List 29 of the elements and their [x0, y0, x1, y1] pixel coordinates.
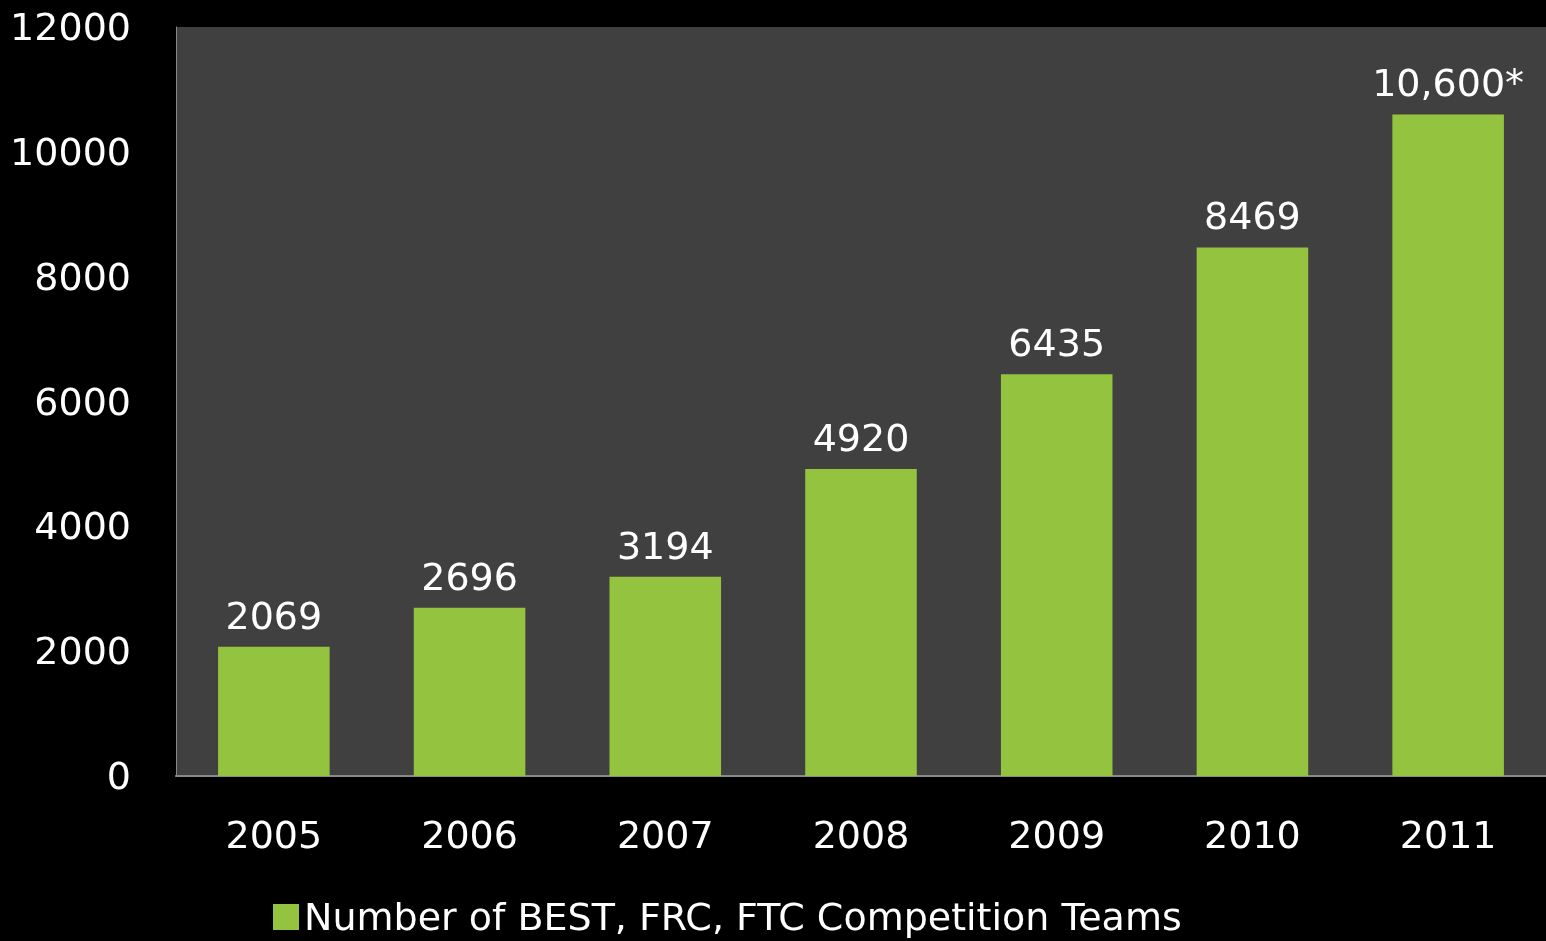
x-tick-label: 2008 — [812, 813, 910, 857]
y-tick-label: 10000 — [10, 129, 131, 174]
data-label: 4920 — [812, 415, 910, 460]
data-label: 10,600* — [1372, 61, 1525, 106]
x-tick-label: 2009 — [1008, 813, 1106, 857]
y-tick-label: 4000 — [34, 504, 131, 549]
y-tick-label: 6000 — [34, 379, 131, 424]
x-tick-label: 2007 — [616, 813, 714, 857]
bar — [1196, 247, 1309, 776]
bar — [413, 607, 526, 776]
legend-label: Number of BEST, FRC, FTC Competition Teams — [304, 895, 1182, 939]
data-label: 8469 — [1204, 194, 1301, 239]
x-tick-label: 2005 — [225, 813, 323, 857]
x-tick-label: 2011 — [1399, 813, 1497, 857]
bar — [1000, 374, 1113, 776]
bar — [1392, 114, 1504, 776]
x-tick-label: 2010 — [1204, 813, 1301, 857]
data-label: 2696 — [421, 554, 518, 599]
y-tick-label: 12000 — [10, 5, 131, 49]
bar — [805, 468, 917, 776]
x-tick-label: 2006 — [421, 813, 518, 857]
data-label: 2069 — [225, 593, 323, 638]
y-tick-label: 8000 — [34, 254, 131, 299]
data-label: 6435 — [1008, 321, 1106, 366]
y-tick-label: 0 — [106, 754, 131, 798]
bar — [609, 576, 722, 776]
bar — [218, 646, 330, 776]
y-tick-label: 2000 — [34, 629, 131, 674]
data-label: 3194 — [616, 523, 714, 568]
